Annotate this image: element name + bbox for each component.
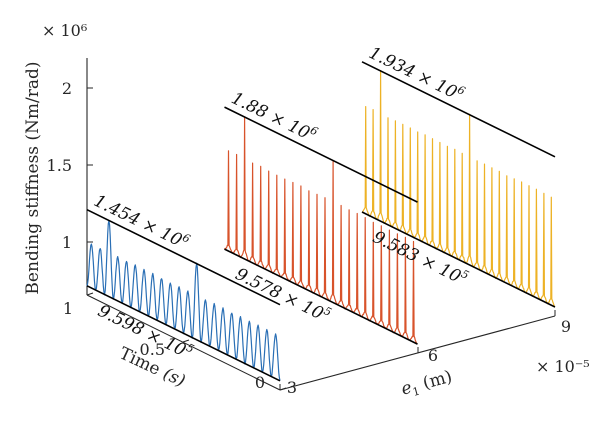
x-tick-label: 9 bbox=[561, 317, 571, 336]
y-tick-label: 0.5 bbox=[140, 340, 165, 359]
max-value-mantissa: 1.454 × 10 bbox=[91, 191, 186, 251]
min-value-exponent: 5 bbox=[459, 267, 471, 282]
y-tick-mark bbox=[182, 339, 190, 343]
x-axis-label-unit: (m) bbox=[416, 367, 455, 395]
z-multiplier: × 10⁶ bbox=[42, 21, 87, 40]
y-axis-label-unit: (s) bbox=[160, 364, 188, 391]
y-tick-label: 0 bbox=[255, 373, 265, 392]
z-ticks: 2 1.5 1 bbox=[47, 79, 93, 252]
min-value-mantissa: 9.583 × 10 bbox=[369, 227, 464, 287]
z-tick-label: 1 bbox=[62, 233, 72, 252]
min-reference-line bbox=[361, 211, 556, 308]
min-value-exponent: 5 bbox=[184, 341, 196, 356]
y-tick-mark bbox=[279, 387, 287, 391]
max-value-label: 1.454 × 106 bbox=[91, 189, 193, 254]
z-axis-label: Bending stiffness (Nm/rad) bbox=[23, 61, 43, 294]
min-value-exponent: 5 bbox=[322, 304, 334, 319]
x-tick-label: 3 bbox=[287, 378, 297, 397]
y-ticks: 1 0.5 0 bbox=[63, 292, 287, 392]
max-value-mantissa: 1.934 × 10 bbox=[366, 43, 461, 103]
reference-lines bbox=[86, 61, 556, 382]
y-axis-line bbox=[86, 294, 281, 391]
z-tick-label: 2 bbox=[62, 79, 72, 98]
y-tick-mark bbox=[86, 292, 94, 296]
x-axis-label-sub: 1 bbox=[411, 384, 421, 398]
min-reference-line bbox=[224, 248, 418, 345]
x-axis-label-var: e bbox=[399, 378, 414, 400]
x-ticks: 3 6 9 bbox=[279, 310, 571, 397]
max-value-exponent: 6 bbox=[308, 124, 320, 139]
max-reference-line bbox=[361, 61, 556, 158]
max-value-exponent: 6 bbox=[180, 231, 192, 246]
max-reference-line bbox=[86, 208, 281, 306]
min-reference-line bbox=[86, 285, 281, 382]
x-tick-label: 6 bbox=[428, 346, 438, 365]
max-value-exponent: 6 bbox=[455, 83, 467, 98]
z-tick-label: 1.5 bbox=[47, 156, 72, 175]
max-value-label: 1.88 × 106 bbox=[228, 87, 320, 147]
x-axis-label: e1 (m) bbox=[399, 367, 455, 402]
x-multiplier: × 10⁻⁵ bbox=[536, 357, 590, 376]
max-reference-line bbox=[224, 106, 418, 203]
y-tick-label: 1 bbox=[63, 299, 73, 318]
